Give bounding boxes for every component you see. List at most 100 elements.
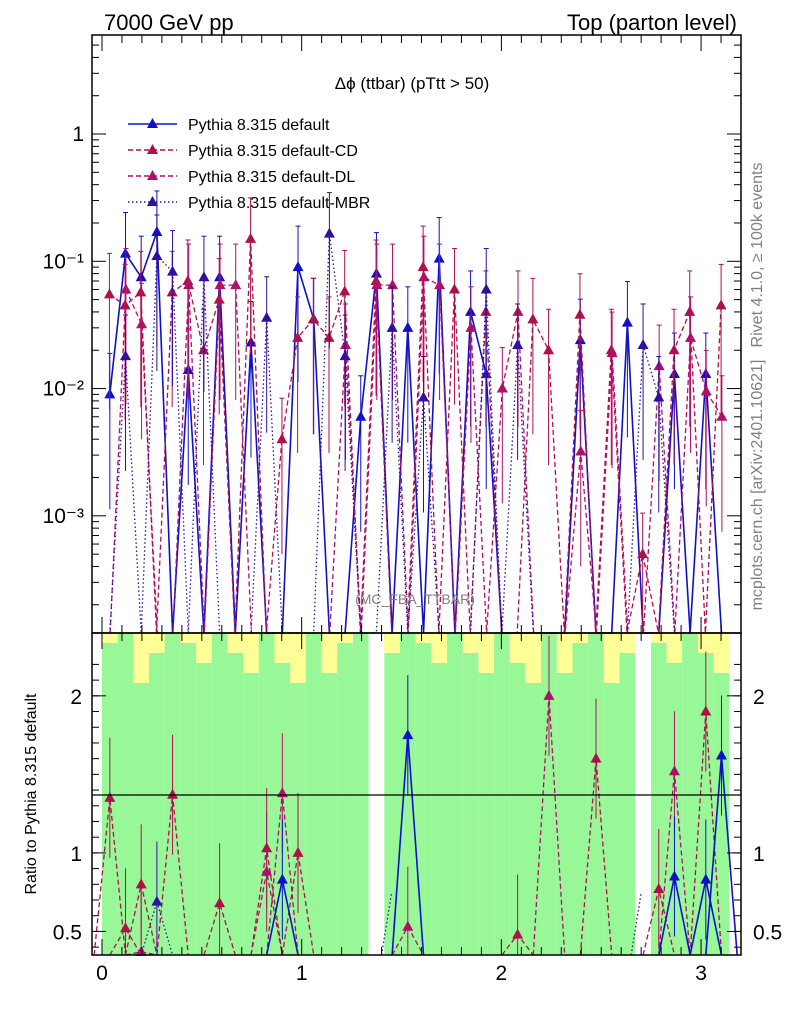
band-yellow [556,633,573,673]
data-point [292,261,304,272]
band-green [133,633,150,955]
band-green [180,633,197,955]
band-yellow [321,633,338,673]
ratio-point [135,878,147,889]
data-point [574,308,586,319]
ratio-plot-frame [91,632,742,956]
band-yellow [525,633,542,683]
data-point [136,318,148,329]
ratio-point [151,895,163,906]
ratio-y-tick-label: 1 [70,843,82,866]
ratio-line [125,951,157,956]
x-tick-label: 3 [695,962,707,985]
band-yellow [666,633,683,663]
band-green [462,633,479,955]
legend-marker [147,170,158,180]
data-point [512,338,524,349]
data-point [402,321,414,332]
band-green [415,633,432,955]
ratio-point [668,765,680,776]
axes: 1 10⁻¹ 10⁻² 10⁻³ 0.5 0.5 1 1 2 2 0 1 2 3 [43,34,782,985]
data-point [684,305,696,316]
legend-label: Pythia 8.315 default-DL [188,169,355,186]
band-green [305,633,322,955]
ratio-point [120,922,132,933]
data-point [496,382,508,393]
ratio-y-tick-label-right: 2 [753,686,765,709]
band-yellow [337,633,353,643]
legend: Pythia 8.315 default Pythia 8.315 defaul… [128,117,370,212]
ratio-point [167,788,179,799]
data-point [245,232,257,243]
x-tick-label: 2 [496,962,508,985]
data-point [668,344,680,355]
data-point [103,288,115,299]
header-right: Top (parton level) [567,10,737,35]
band-yellow [619,633,636,653]
band-yellow [572,633,589,643]
y-tick-label: 1 [72,123,84,146]
band-green [619,633,636,955]
data-point [276,433,288,444]
legend-marker [147,118,158,128]
ratio-uncertainty-bands [101,633,730,955]
band-green [650,633,667,955]
band-green [603,633,620,955]
band-yellow [180,633,197,643]
ratio-line [140,899,174,956]
data-point [653,391,665,402]
data-point [198,271,210,282]
band-yellow [697,633,714,653]
data-point [543,344,555,355]
data-point [386,321,398,332]
band-yellow [431,633,448,663]
band-green [509,633,526,955]
data-point [637,338,649,349]
data-point [715,299,727,310]
band-green [541,633,557,955]
band-green [117,633,134,955]
band-green [447,633,463,955]
data-point [434,279,446,290]
main-plot-series [103,190,728,634]
band-green [149,633,165,955]
rivet-label: Rivet 4.1.0, ≥ 100k events [749,163,766,348]
watermark: (MC_FBA_TTBAR) [355,591,475,607]
data-point [214,279,226,290]
data-point [371,279,383,290]
ratio-point [668,870,680,881]
data-point [527,313,539,324]
ratio-point [261,865,273,876]
data-point [700,385,712,396]
ratio-point [700,705,712,716]
band-green [494,633,510,955]
legend-marker [147,144,158,154]
band-yellow [196,633,212,663]
ratio-point [214,897,226,908]
data-point [339,285,351,296]
ratio-point [104,791,116,802]
data-point [448,283,460,294]
ratio-line [630,892,642,956]
header-left: 7000 GeV pp [104,10,234,35]
ratio-plot-series [93,635,738,956]
data-point [418,391,430,402]
x-tick-label: 1 [296,962,308,985]
ratio-line [281,852,315,956]
band-yellow [149,633,165,653]
data-point [370,275,382,286]
data-point [120,283,132,294]
ratio-point [276,873,288,884]
legend-label: Pythia 8.315 default-MBR [188,195,370,212]
band-green [572,633,589,955]
ratio-line [203,900,236,956]
plot-title: Δϕ (ttbar) (pTtt > 50) [335,74,490,93]
band-yellow [462,633,479,653]
data-point [685,331,697,342]
ratio-point [590,752,602,763]
data-point [182,275,194,286]
ratio-point [135,945,147,956]
legend-entry-mbr: Pythia 8.315 default-MBR [128,195,370,212]
band-yellow [290,633,306,683]
